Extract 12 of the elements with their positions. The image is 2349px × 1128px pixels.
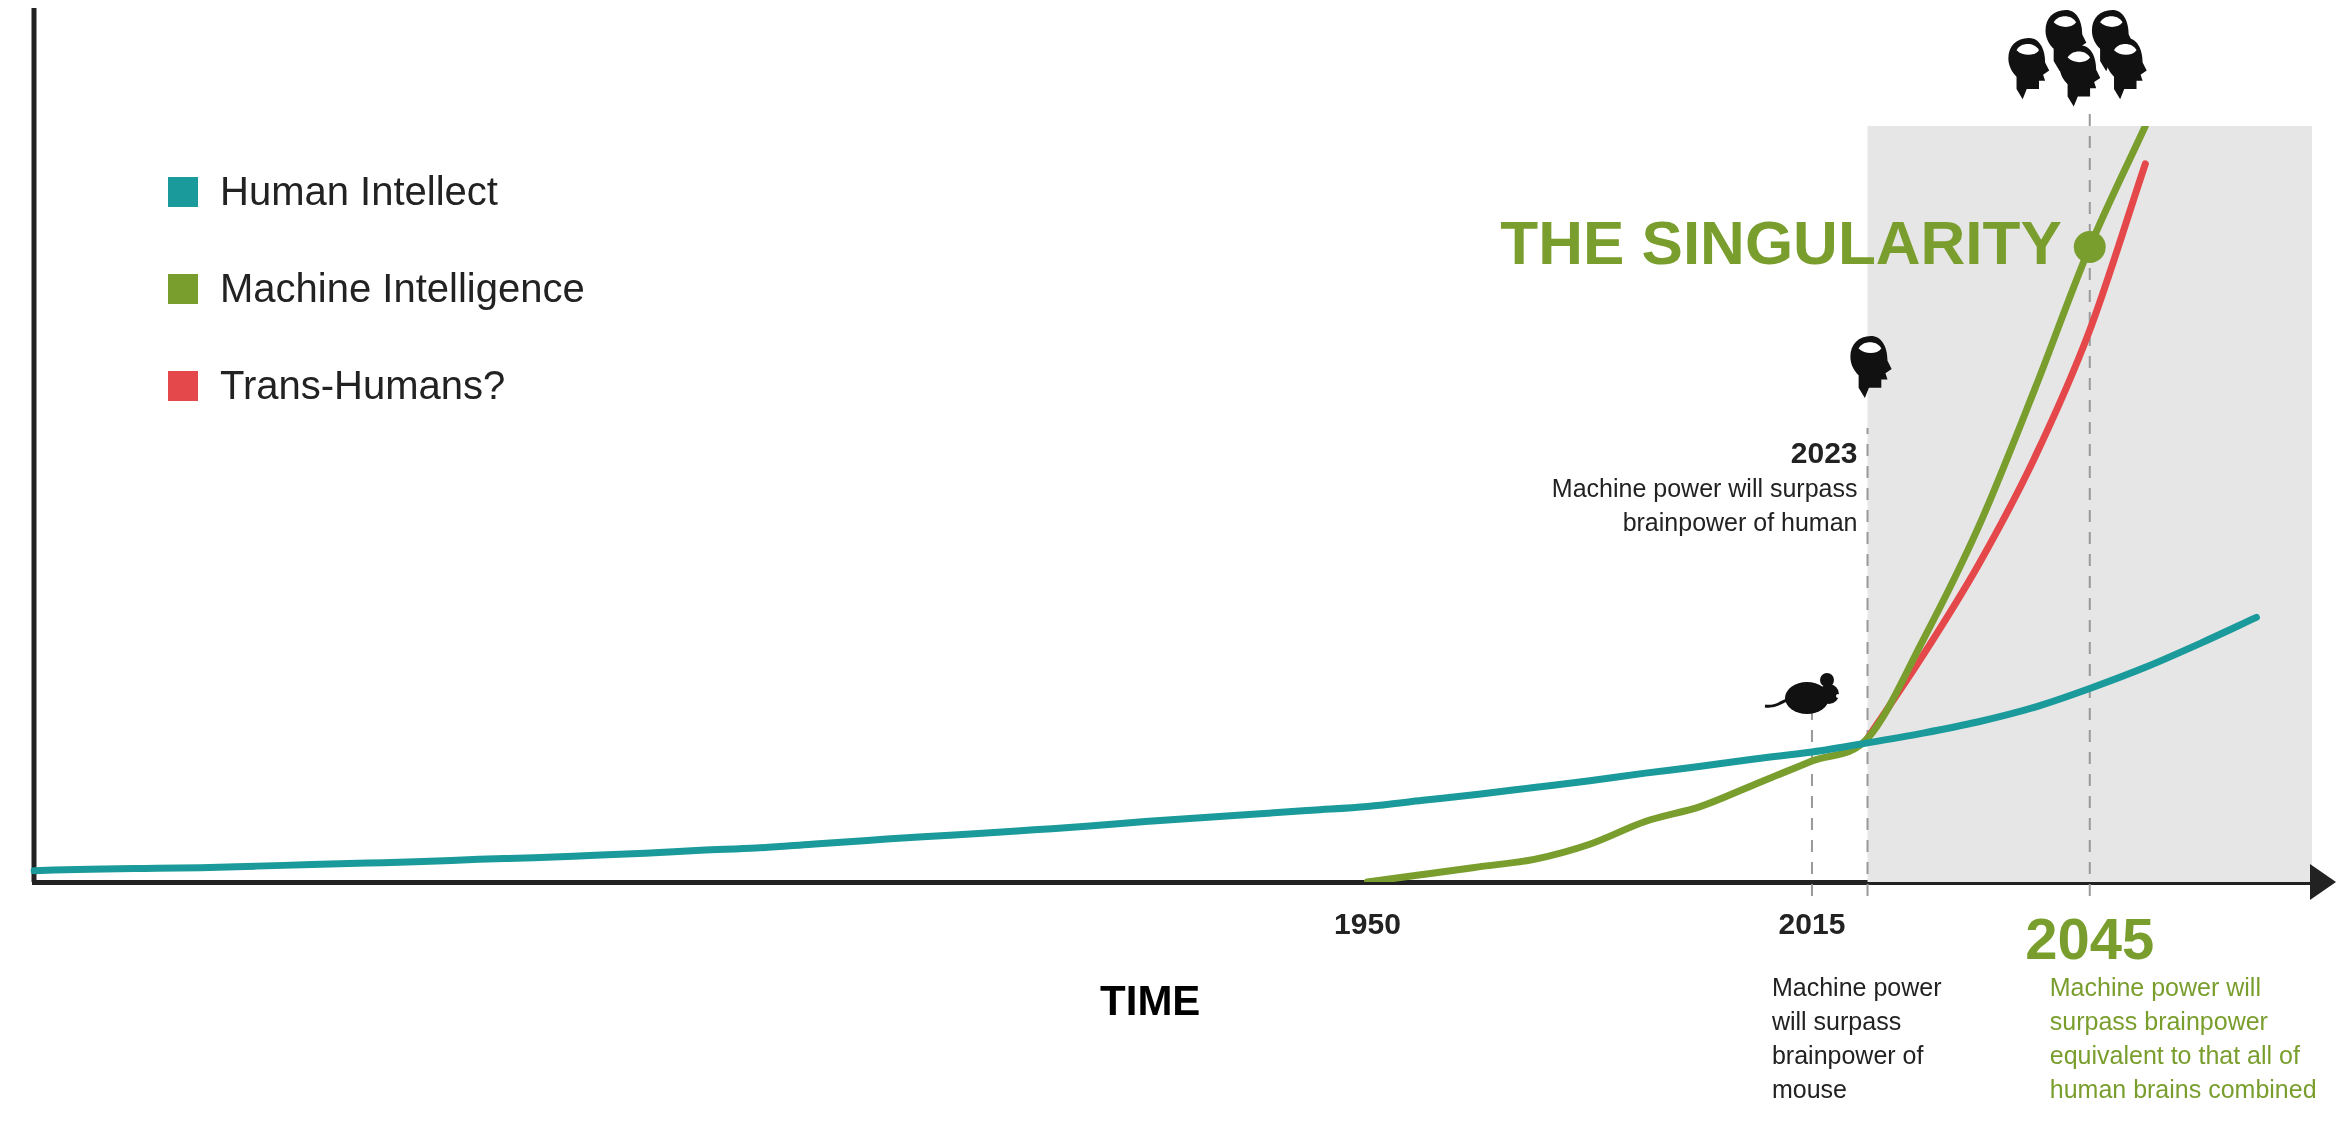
text: Machine power will surpass brainpower equivalent to that all of human brains combined <box>2049 973 2317 1104</box>
legend-label: Machine Intelligence <box>220 266 585 311</box>
annotation: THE SINGULARITY <box>1500 208 2062 278</box>
x-tick-label: 2045 <box>2025 905 2155 971</box>
x-tick-label: 2015 <box>1778 907 1846 941</box>
x-axis-title: TIME <box>1100 976 1201 1024</box>
text: Machine power will surpass brainpower of mouse <box>1770 973 1942 1104</box>
annotation: 2023 <box>1790 436 1858 470</box>
legend-label: Human Intellect <box>220 169 498 214</box>
annotation: Machine power will surpass brainpower of human <box>1551 474 1858 537</box>
x-tick-label: 1950 <box>1334 907 1401 941</box>
legend-label: Trans-Humans? <box>220 363 506 408</box>
